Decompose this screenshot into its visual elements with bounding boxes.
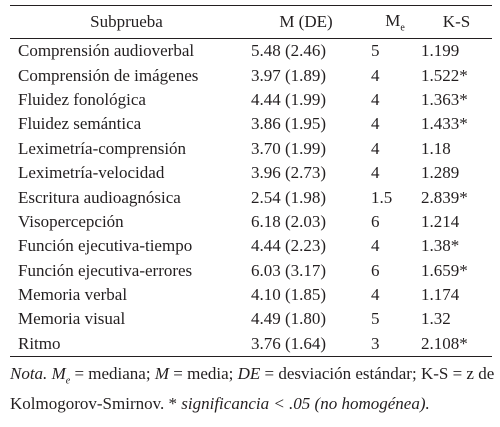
note-text: M bbox=[51, 364, 66, 383]
table-row: Leximetría-comprensión 3.70 (1.99) 4 1.18 bbox=[10, 137, 492, 161]
table-cell: 1.5 bbox=[371, 187, 393, 207]
table-cell: 4.10 (1.85) bbox=[251, 285, 327, 305]
table-row: Función ejecutiva-tiempo 4.44 (2.23) 4 1.38… bbox=[10, 234, 492, 258]
table-cell: 6 bbox=[371, 260, 380, 280]
table-cell: 1.522* bbox=[421, 65, 468, 85]
table-cell: Fluidez semántica bbox=[18, 114, 142, 134]
table-row: Visopercepción 6.18 (2.03) 6 1.214 bbox=[10, 210, 492, 234]
table-cell: Comprensión de imágenes bbox=[18, 65, 199, 85]
table-cell: Memoria visual bbox=[18, 309, 126, 329]
note-text: = desviación estándar; K-S = z de Kolmog… bbox=[10, 364, 495, 414]
header-text: K-S bbox=[442, 12, 471, 31]
column-header: M (DE) bbox=[243, 6, 369, 39]
table-cell: Función ejecutiva-errores bbox=[18, 260, 193, 280]
table-cell: 4 bbox=[371, 65, 380, 85]
header-text: Subprueba bbox=[90, 12, 163, 31]
table-row: Función ejecutiva-errores 6.03 (3.17) 6 1.6… bbox=[10, 259, 492, 283]
note-text: = media; bbox=[169, 364, 238, 383]
note-text: e bbox=[65, 375, 71, 387]
column-header: K-S bbox=[421, 6, 492, 39]
table-cell: 3 bbox=[371, 333, 380, 353]
table-cell: 3.97 (1.89) bbox=[251, 65, 327, 85]
table-cell: 4 bbox=[371, 114, 380, 134]
table-cell: Memoria verbal bbox=[18, 285, 128, 305]
table-row: Escritura audioagnósica 2.54 (1.98) 1.5 2.8… bbox=[10, 185, 492, 209]
header-text: M (DE) bbox=[279, 12, 333, 31]
table-cell: 2.54 (1.98) bbox=[251, 187, 327, 207]
table-cell: Leximetría-comprensión bbox=[18, 138, 187, 158]
note-text: significancia < .05 (no homogénea). bbox=[181, 394, 430, 414]
table-cell: Escritura audioagnósica bbox=[18, 187, 181, 207]
table-cell: 6.18 (2.03) bbox=[251, 211, 327, 231]
table-cell: Fluidez fonológica bbox=[18, 89, 146, 109]
table-cell: 3.86 (1.95) bbox=[251, 114, 327, 134]
table-cell: 1.174 bbox=[421, 285, 460, 305]
table-cell: 3.96 (2.73) bbox=[251, 163, 327, 183]
table-cell: 1.199 bbox=[421, 41, 460, 61]
table-cell: 1.38* bbox=[421, 236, 460, 256]
table-cell: Función ejecutiva-tiempo bbox=[18, 236, 193, 256]
note-text: M bbox=[154, 364, 170, 383]
table-cell: 1.289 bbox=[421, 163, 460, 183]
table-row: Comprensión de imágenes 3.97 (1.89) 4 1.522… bbox=[10, 63, 492, 87]
table-row: Fluidez fonológica 4.44 (1.99) 4 1.363* bbox=[10, 88, 492, 112]
table-row: Ritmo 3.76 (1.64) 3 2.108* bbox=[10, 332, 492, 357]
table-cell: 4 bbox=[371, 285, 380, 305]
table-row: Fluidez semántica 3.86 (1.95) 4 1.433* bbox=[10, 112, 492, 136]
table-cell: 2.839* bbox=[421, 187, 468, 207]
note-text: Nota. bbox=[10, 364, 52, 383]
note-text: DE bbox=[237, 364, 261, 383]
column-header: Me bbox=[369, 6, 421, 39]
table-cell: Visopercepción bbox=[18, 211, 124, 231]
header-subscript: e bbox=[400, 22, 405, 34]
table-row: Leximetría-velocidad 3.96 (2.73) 4 1.289 bbox=[10, 161, 492, 185]
table-cell: 5 bbox=[371, 309, 380, 329]
table-cell: 4.49 (1.80) bbox=[251, 309, 327, 329]
table-cell: 4 bbox=[371, 138, 380, 158]
table-cell: 4 bbox=[371, 163, 380, 183]
table-cell: 1.214 bbox=[421, 211, 460, 231]
table-cell: Leximetría-velocidad bbox=[18, 163, 165, 183]
header-text: M bbox=[385, 10, 401, 30]
table-cell: 5.48 (2.46) bbox=[251, 41, 327, 61]
column-header: Subprueba bbox=[10, 6, 243, 39]
table-cell: 1.363* bbox=[421, 89, 468, 109]
table-cell: 3.76 (1.64) bbox=[251, 333, 327, 353]
table-cell: 1.32 bbox=[421, 309, 451, 329]
table-row: Memoria verbal 4.10 (1.85) 4 1.174 bbox=[10, 283, 492, 307]
table-cell: 3.70 (1.99) bbox=[251, 138, 327, 158]
table-cell: 6.03 (3.17) bbox=[251, 260, 327, 280]
table-cell: Ritmo bbox=[18, 333, 61, 353]
table-cell: 1.659* bbox=[421, 260, 468, 280]
table-cell: 5 bbox=[371, 41, 380, 61]
table-cell: 4 bbox=[371, 236, 380, 256]
table-cell: 1.433* bbox=[421, 114, 468, 134]
table-cell: 4 bbox=[371, 89, 380, 109]
table-cell: 4.44 (2.23) bbox=[251, 236, 327, 256]
table-cell: 2.108* bbox=[421, 333, 468, 353]
note-text: = mediana; bbox=[70, 364, 155, 383]
table-cell: 4.44 (1.99) bbox=[251, 89, 327, 109]
table-note: Nota. Me = mediana; M = media; DE = desv… bbox=[10, 362, 495, 415]
results-table: Subprueba M (DE) Me K-S Comprensión audiove… bbox=[10, 5, 492, 357]
table-cell: Comprensión audioverbal bbox=[18, 41, 195, 61]
table-cell: 6 bbox=[371, 211, 380, 231]
table-cell: 1.18 bbox=[421, 138, 451, 158]
header-row: Subprueba M (DE) Me K-S bbox=[10, 5, 492, 39]
table-row: Memoria visual 4.49 (1.80) 5 1.32 bbox=[10, 307, 492, 331]
table-row: Comprensión audioverbal 5.48 (2.46) 5 1.199 bbox=[10, 39, 492, 64]
